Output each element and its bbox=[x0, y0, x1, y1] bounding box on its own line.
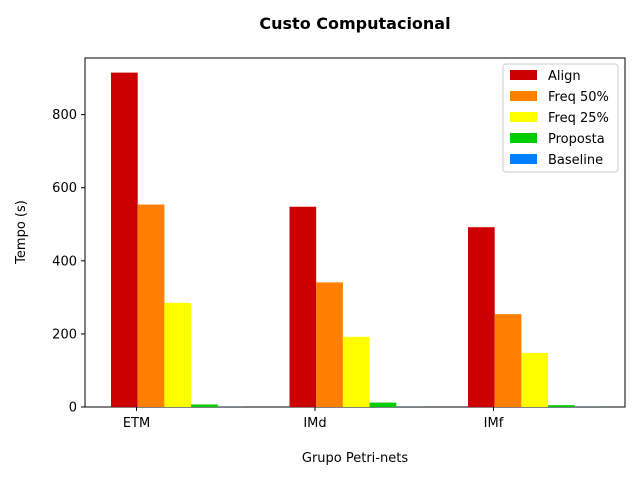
y-axis-label: Tempo (s) bbox=[14, 200, 29, 265]
bar-proposta-imf bbox=[548, 405, 575, 407]
legend-swatch-baseline bbox=[510, 154, 537, 164]
bars-group bbox=[111, 72, 602, 407]
bar-align-etm bbox=[111, 72, 138, 407]
bar-proposta-etm bbox=[191, 404, 218, 407]
legend-label-align: Align bbox=[548, 69, 581, 84]
bar-freq-25--imf bbox=[521, 352, 549, 407]
x-tick-label-imd: IMd bbox=[303, 416, 326, 431]
y-tick-label-400: 400 bbox=[52, 254, 77, 269]
legend-swatch-freq-50- bbox=[510, 91, 537, 101]
legend-swatch-align bbox=[510, 70, 537, 80]
legend-swatch-proposta bbox=[510, 133, 537, 143]
x-axis-label: Grupo Petri-nets bbox=[302, 451, 408, 466]
bar-align-imd bbox=[289, 206, 317, 407]
y-axis: 0 200 400 600 800 bbox=[52, 108, 85, 416]
bar-align-imf bbox=[468, 227, 495, 407]
bar-freq-50--imf bbox=[494, 314, 522, 407]
legend-swatch-freq-25- bbox=[510, 112, 537, 122]
x-axis: ETM IMd IMf bbox=[123, 407, 504, 431]
bar-proposta-imd bbox=[369, 402, 397, 407]
x-tick-label-imf: IMf bbox=[484, 416, 504, 431]
legend: Align Freq 50% Freq 25% Proposta Baseline bbox=[502, 63, 619, 173]
chart-title: Custo Computacional bbox=[259, 14, 450, 33]
y-tick-label-200: 200 bbox=[52, 327, 77, 342]
bar-freq-25--imd bbox=[342, 336, 370, 407]
legend-label-proposta: Proposta bbox=[548, 132, 605, 147]
y-tick-label-600: 600 bbox=[52, 181, 77, 196]
bar-freq-50--etm bbox=[137, 204, 165, 407]
y-tick-label-0: 0 bbox=[69, 401, 77, 416]
x-tick-label-etm: ETM bbox=[123, 416, 150, 431]
legend-label-baseline: Baseline bbox=[548, 153, 603, 168]
bar-freq-50--imd bbox=[316, 282, 343, 407]
legend-label-freq-50-: Freq 50% bbox=[548, 90, 609, 105]
legend-label-freq-25-: Freq 25% bbox=[548, 111, 609, 126]
bar-freq-25--etm bbox=[164, 302, 192, 407]
y-tick-label-800: 800 bbox=[52, 108, 77, 123]
